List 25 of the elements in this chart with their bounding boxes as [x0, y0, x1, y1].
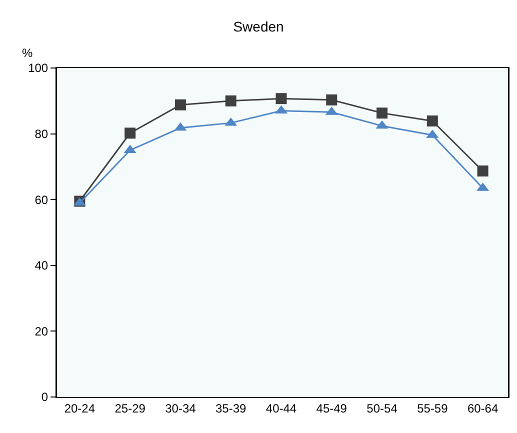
- x-tick-label: 25-29: [114, 401, 146, 416]
- x-tick-label: 50-54: [366, 401, 398, 416]
- point: [225, 95, 236, 106]
- chart-title: Sweden: [233, 18, 284, 34]
- y-tick-label: 40: [34, 258, 48, 273]
- y-tick-label: 20: [34, 324, 48, 338]
- x-tick-label: 60-64: [467, 401, 498, 416]
- point: [174, 99, 186, 110]
- y-tick-label: 60: [34, 192, 48, 207]
- point: [276, 93, 287, 104]
- x-tick-label: 45-49: [316, 401, 348, 416]
- y-tick-label: 100: [28, 61, 48, 76]
- point: [326, 94, 338, 106]
- x-tick-label: 20-24: [64, 401, 96, 416]
- x-tick-label: 30-34: [165, 401, 196, 416]
- y-axis-title: %: [22, 46, 33, 60]
- x-tick-label: 55-59: [417, 401, 448, 416]
- y-tick-label: 80: [34, 127, 48, 141]
- x-tick-label: 40-44: [266, 401, 297, 416]
- y-tick-label: 0: [41, 390, 48, 404]
- point: [124, 128, 136, 139]
- x-tick-label: 35-39: [216, 401, 247, 416]
- point: [376, 108, 388, 119]
- point: [477, 165, 488, 176]
- point: [426, 115, 438, 126]
